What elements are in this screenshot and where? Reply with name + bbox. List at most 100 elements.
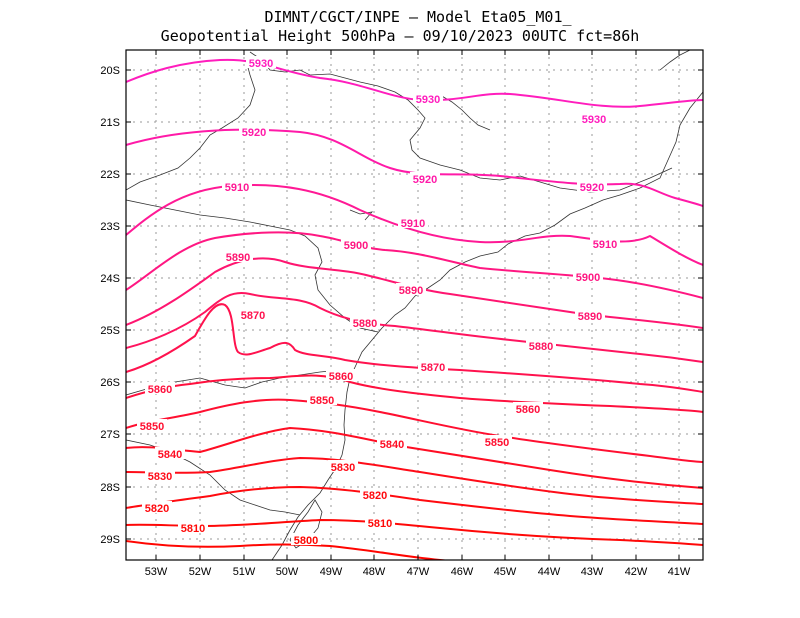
contour-label-bg — [137, 419, 167, 431]
contour-label-bg — [155, 447, 185, 459]
contour-label-bg — [328, 460, 358, 472]
lon-label: 45W — [494, 566, 517, 578]
contour-label-5920: 5920 — [413, 174, 437, 186]
lon-label: 48W — [363, 566, 386, 578]
contour-label-bg — [413, 92, 443, 104]
contour-label-5810: 5810 — [181, 523, 205, 535]
lat-label: 22S — [100, 169, 120, 181]
contour-label-bg — [178, 521, 208, 533]
state-border — [126, 199, 379, 333]
contour-5830 — [126, 457, 703, 505]
contour-label-bg — [326, 369, 356, 381]
lat-label: 25S — [100, 325, 120, 337]
contour-label-5830: 5830 — [148, 471, 172, 483]
contour-5860 — [126, 374, 703, 413]
contour-label-5930: 5930 — [582, 114, 606, 126]
lon-label: 53W — [145, 566, 168, 578]
contour-label-5830: 5830 — [331, 462, 355, 474]
height-contours — [126, 58, 703, 560]
lat-label: 29S — [100, 534, 120, 546]
contour-label-bg — [590, 237, 620, 249]
contour-label-5880: 5880 — [353, 318, 377, 330]
contour-label-5890: 5890 — [226, 252, 250, 264]
contour-label-5900: 5900 — [576, 272, 600, 284]
lon-label: 46W — [451, 566, 474, 578]
lat-label: 23S — [100, 221, 120, 233]
contour-label-5860: 5860 — [148, 384, 172, 396]
contour-label-bg — [307, 393, 337, 405]
contour-label-5870: 5870 — [241, 310, 265, 322]
contour-label-bg — [398, 216, 428, 228]
river-lake — [439, 94, 491, 131]
lon-label: 51W — [233, 566, 256, 578]
contour-label-5880: 5880 — [529, 341, 553, 353]
contour-label-bg — [222, 180, 252, 192]
contour-label-5820: 5820 — [363, 490, 387, 502]
contour-label-5850: 5850 — [310, 395, 334, 407]
contour-label-5800: 5800 — [294, 535, 318, 547]
title-line-1: DIMNT/CGCT/INPE – Model Eta05_M01_ — [264, 8, 572, 26]
contour-label-bg — [145, 469, 175, 481]
lat-label: 27S — [100, 429, 120, 441]
contour-label-bg — [575, 309, 605, 321]
lon-label: 50W — [276, 566, 299, 578]
contour-label-bg — [410, 172, 440, 184]
contour-label-5860: 5860 — [516, 404, 540, 416]
contour-label-bg — [223, 250, 253, 262]
contour-5890 — [126, 257, 703, 329]
contour-label-5860: 5860 — [329, 371, 353, 383]
contour-5810 — [126, 519, 703, 546]
contour-label-5920: 5920 — [242, 127, 266, 139]
lat-label: 28S — [100, 482, 120, 494]
contour-label-bg — [579, 112, 609, 124]
contour-label-bg — [350, 316, 380, 328]
contour-label-5930: 5930 — [416, 94, 440, 106]
lat-label: 26S — [100, 377, 120, 389]
lon-label: 44W — [538, 566, 561, 578]
contour-label-bg — [239, 125, 269, 137]
contour-label-bg — [418, 360, 448, 372]
contour-label-5890: 5890 — [399, 285, 423, 297]
contour-5820 — [126, 486, 703, 525]
contour-label-bg — [573, 270, 603, 282]
contour-label-bg — [246, 56, 276, 68]
contour-label-5870: 5870 — [421, 362, 445, 374]
lon-label: 42W — [625, 566, 648, 578]
plot-frame — [125, 49, 704, 561]
contour-5800 — [126, 540, 451, 560]
lon-label: 41W — [668, 566, 691, 578]
contour-label-5900: 5900 — [344, 240, 368, 252]
contour-label-5840: 5840 — [158, 449, 182, 461]
contour-label-bg — [360, 488, 390, 500]
lon-label: 47W — [407, 566, 430, 578]
contour-label-5820: 5820 — [145, 503, 169, 515]
contour-label-5910: 5910 — [593, 239, 617, 251]
title-line-2: Geopotential Height 500hPa – 09/10/2023 … — [161, 27, 640, 45]
lon-label: 49W — [320, 566, 343, 578]
contour-5920 — [126, 128, 703, 207]
contour-label-bg — [396, 283, 426, 295]
contour-label-5890: 5890 — [578, 311, 602, 323]
contour-label-5930: 5930 — [249, 58, 273, 70]
state-border — [249, 51, 673, 193]
contour-label-bg — [482, 435, 512, 447]
contour-label-bg — [526, 339, 556, 351]
axis-ticks: 53W 52W 51W 50W 49W 48W 47W 46W 45W 44W 43W 42W 41W 2… — [100, 50, 703, 578]
lat-label: 21S — [100, 117, 120, 129]
contour-label-bg — [341, 238, 371, 250]
coastline-island — [659, 50, 691, 71]
contour-label-bg — [145, 382, 175, 394]
lat-label: 20S — [100, 65, 120, 77]
lagoon — [289, 499, 323, 549]
state-border — [126, 59, 256, 191]
contour-label-bg — [365, 516, 395, 528]
contour-label-bg — [513, 402, 543, 414]
lon-label: 52W — [189, 566, 212, 578]
contour-label-5910: 5910 — [225, 182, 249, 194]
contour-label-bg — [577, 180, 607, 192]
contour-label-5920: 5920 — [580, 182, 604, 194]
contour-labels: 5930 5930 5930 5920 5920 5920 5910 5910 5910 5900… — [137, 56, 620, 547]
lat-label: 24S — [100, 273, 120, 285]
contour-label-bg — [142, 501, 172, 513]
